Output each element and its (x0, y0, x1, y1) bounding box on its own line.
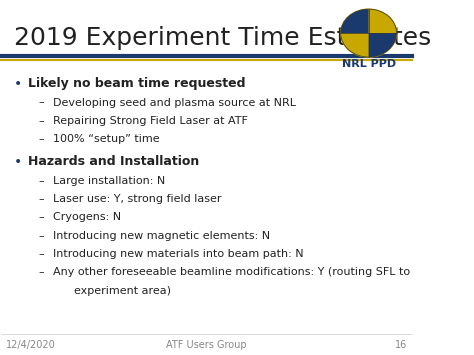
Text: Likely no beam time requested: Likely no beam time requested (28, 77, 246, 90)
Text: Introducing new materials into beam path: N: Introducing new materials into beam path… (53, 249, 303, 259)
Text: 12/4/2020: 12/4/2020 (6, 339, 55, 350)
Text: Any other foreseeable beamline modifications: Y (routing SFL to: Any other foreseeable beamline modificat… (53, 267, 410, 277)
Text: –: – (38, 249, 44, 259)
Text: 100% “setup” time: 100% “setup” time (53, 134, 159, 144)
Text: experiment area): experiment area) (53, 286, 171, 296)
Text: –: – (38, 231, 44, 241)
Text: Repairing Strong Field Laser at ATF: Repairing Strong Field Laser at ATF (53, 116, 247, 126)
Wedge shape (341, 9, 369, 33)
Text: –: – (38, 212, 44, 222)
Text: –: – (38, 176, 44, 186)
Text: –: – (38, 194, 44, 204)
Text: Developing seed and plasma source at NRL: Developing seed and plasma source at NRL (53, 98, 296, 108)
Text: ATF Users Group: ATF Users Group (166, 339, 247, 350)
Text: NRL PPD: NRL PPD (342, 59, 396, 69)
Text: Laser use: Y, strong field laser: Laser use: Y, strong field laser (53, 194, 221, 204)
Text: –: – (38, 116, 44, 126)
Circle shape (341, 9, 397, 57)
Text: 2019 Experiment Time Estimates: 2019 Experiment Time Estimates (14, 26, 431, 50)
Text: –: – (38, 267, 44, 277)
Text: •: • (14, 155, 22, 169)
Text: Introducing new magnetic elements: N: Introducing new magnetic elements: N (53, 231, 270, 241)
Text: Hazards and Installation: Hazards and Installation (28, 155, 199, 168)
Text: –: – (38, 134, 44, 144)
Text: –: – (38, 98, 44, 108)
Wedge shape (369, 33, 397, 57)
Text: Cryogens: N: Cryogens: N (53, 212, 121, 222)
Text: Large installation: N: Large installation: N (53, 176, 165, 186)
Text: 16: 16 (395, 339, 408, 350)
Text: •: • (14, 77, 22, 91)
